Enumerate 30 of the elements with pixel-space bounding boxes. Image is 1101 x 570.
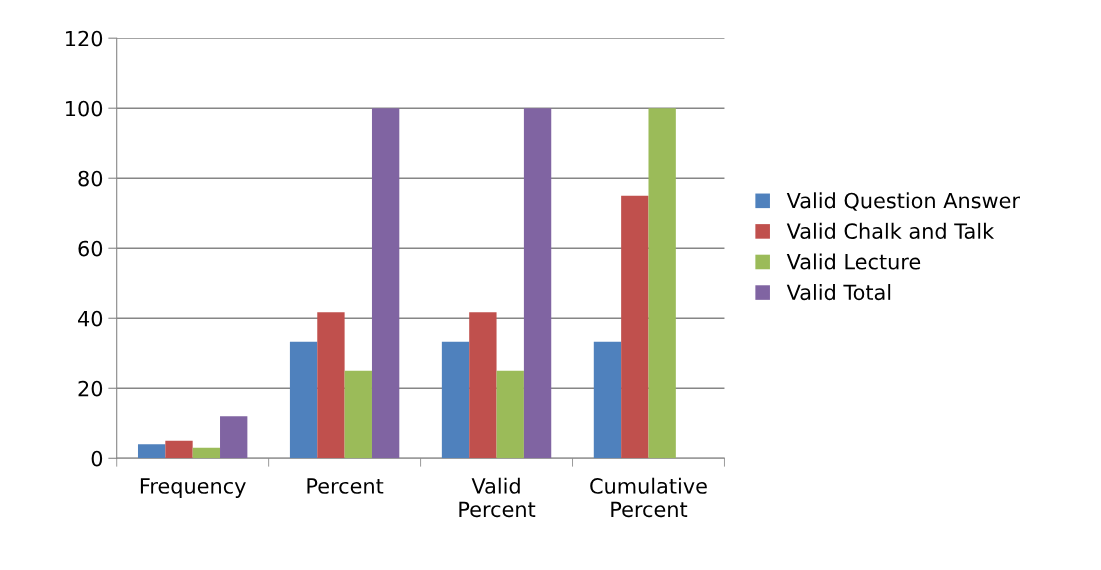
x-tick-label: Frequency bbox=[140, 478, 246, 498]
y-tick-label: 40 bbox=[78, 310, 103, 327]
x-tick-label: Valid Percent bbox=[459, 477, 536, 518]
bar bbox=[317, 312, 345, 459]
bar bbox=[220, 416, 248, 459]
bar bbox=[371, 108, 400, 459]
legend-label: Valid Lecture bbox=[786, 253, 921, 270]
x-tick-label: Percent bbox=[307, 478, 384, 494]
bar bbox=[593, 341, 622, 459]
bar bbox=[441, 341, 470, 459]
legend-label: Valid Total bbox=[786, 284, 891, 301]
x-tick-label: Cumulative Percent bbox=[590, 477, 707, 518]
bar bbox=[192, 447, 221, 459]
legend-label: Valid Question Answer bbox=[786, 192, 1020, 211]
bar bbox=[496, 370, 524, 459]
y-tick-label: 60 bbox=[78, 240, 103, 257]
bar bbox=[344, 370, 372, 459]
bar bbox=[621, 195, 649, 459]
bar bbox=[165, 440, 193, 459]
bar bbox=[523, 108, 552, 459]
y-tick-label: 80 bbox=[78, 170, 103, 187]
bar bbox=[289, 341, 318, 459]
y-tick-label: 100 bbox=[66, 100, 103, 117]
y-tick-label: 0 bbox=[91, 450, 103, 467]
y-tick-label: 120 bbox=[66, 30, 103, 47]
legend-label: Valid Chalk and Talk bbox=[786, 222, 995, 239]
bar bbox=[469, 312, 497, 459]
y-tick-label: 20 bbox=[78, 380, 103, 397]
bar bbox=[137, 444, 166, 459]
bar bbox=[648, 108, 676, 459]
